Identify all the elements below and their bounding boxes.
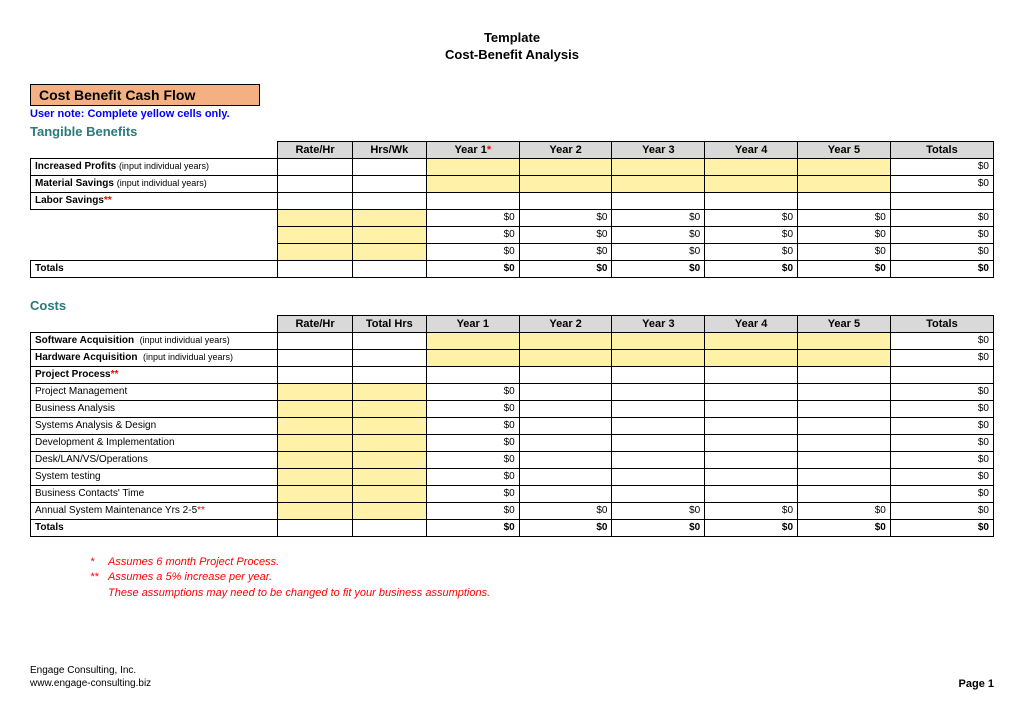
row-proj-mgmt: Project Management $0 $0 xyxy=(31,383,994,400)
costs-table: Rate/Hr Total Hrs Year 1 Year 2 Year 3 Y… xyxy=(30,315,994,537)
footer-company: Engage Consulting, Inc. xyxy=(30,664,151,677)
row-labor-savings-header: Labor Savings** xyxy=(31,192,994,209)
footnote-2: Assumes a 5% increase per year. xyxy=(108,571,272,583)
col-rate: Rate/Hr xyxy=(278,315,352,332)
col-totals: Totals xyxy=(890,315,993,332)
row-sys-analysis: Systems Analysis & Design $0 $0 xyxy=(31,417,994,434)
costs-title: Costs xyxy=(30,298,994,313)
benefits-title: Tangible Benefits xyxy=(30,124,994,139)
footer-left: Engage Consulting, Inc. www.engage-consu… xyxy=(30,664,151,690)
footnote-1: Assumes 6 month Project Process. xyxy=(108,556,279,568)
col-totals: Totals xyxy=(890,141,993,158)
row-desk-lan: Desk/LAN/VS/Operations $0 $0 xyxy=(31,451,994,468)
title-line1: Template xyxy=(30,30,994,47)
row-labor-3: $0$0$0$0$0 $0 xyxy=(31,243,994,260)
col-hrs: Hrs/Wk xyxy=(352,141,426,158)
title-line2: Cost-Benefit Analysis xyxy=(30,47,994,64)
row-costs-totals: Totals $0$0$0$0$0 $0 xyxy=(31,519,994,536)
footnote-3: These assumptions may need to be changed… xyxy=(108,587,490,599)
row-dev-impl: Development & Implementation $0 $0 xyxy=(31,434,994,451)
row-biz-contacts: Business Contacts' Time $0 $0 xyxy=(31,485,994,502)
row-labor-2: $0$0$0$0$0 $0 xyxy=(31,226,994,243)
footer-url: www.engage-consulting.biz xyxy=(30,677,151,690)
footnotes: *Assumes 6 month Project Process. **Assu… xyxy=(90,555,994,601)
col-y2: Year 2 xyxy=(519,141,612,158)
col-y5: Year 5 xyxy=(798,315,891,332)
section-box-title: Cost Benefit Cash Flow xyxy=(30,84,260,106)
col-y4: Year 4 xyxy=(705,315,798,332)
col-hrs: Total Hrs xyxy=(352,315,426,332)
col-y1: Year 1* xyxy=(426,141,519,158)
col-y2: Year 2 xyxy=(519,315,612,332)
benefits-header-row: Rate/Hr Hrs/Wk Year 1* Year 2 Year 3 Yea… xyxy=(31,141,994,158)
row-project-process-header: Project Process** xyxy=(31,366,994,383)
footer-page: Page 1 xyxy=(959,678,994,690)
document-title: Template Cost-Benefit Analysis xyxy=(30,30,994,64)
row-benefits-totals: Totals $0$0$0$0$0 $0 xyxy=(31,260,994,277)
row-annual-maint: Annual System Maintenance Yrs 2-5** $0$0… xyxy=(31,502,994,519)
col-y1: Year 1 xyxy=(426,315,519,332)
row-biz-analysis: Business Analysis $0 $0 xyxy=(31,400,994,417)
row-increased-profits: Increased Profits (input individual year… xyxy=(31,158,994,175)
col-y3: Year 3 xyxy=(612,141,705,158)
user-note: User note: Complete yellow cells only. xyxy=(30,108,994,120)
col-rate: Rate/Hr xyxy=(278,141,352,158)
row-material-savings: Material Savings (input individual years… xyxy=(31,175,994,192)
costs-header-row: Rate/Hr Total Hrs Year 1 Year 2 Year 3 Y… xyxy=(31,315,994,332)
row-sys-testing: System testing $0 $0 xyxy=(31,468,994,485)
row-software: Software Acquisition (input individual y… xyxy=(31,332,994,349)
col-y4: Year 4 xyxy=(705,141,798,158)
benefits-table: Rate/Hr Hrs/Wk Year 1* Year 2 Year 3 Yea… xyxy=(30,141,994,278)
col-y3: Year 3 xyxy=(612,315,705,332)
col-y5: Year 5 xyxy=(798,141,891,158)
row-labor-1: $0$0$0$0$0 $0 xyxy=(31,209,994,226)
row-hardware: Hardware Acquisition (input individual y… xyxy=(31,349,994,366)
